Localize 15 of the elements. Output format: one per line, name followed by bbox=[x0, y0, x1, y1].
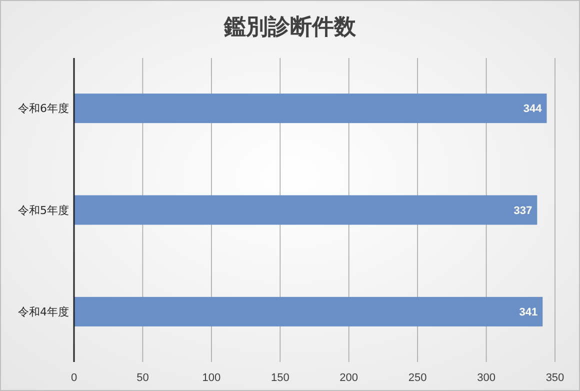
y-tick-label: 令和5年度 bbox=[18, 204, 69, 217]
x-tick-label: 150 bbox=[270, 372, 290, 384]
chart-title: 鑑別診断件数 bbox=[223, 15, 357, 40]
x-tick-label: 0 bbox=[70, 372, 78, 384]
x-tick-label: 250 bbox=[408, 372, 427, 384]
x-tick-label: 200 bbox=[340, 372, 358, 384]
x-tick-label: 350 bbox=[546, 372, 564, 384]
data-label: 344 bbox=[523, 103, 543, 116]
data-label: 341 bbox=[519, 306, 538, 319]
y-tick-label: 令和6年度 bbox=[18, 102, 69, 116]
x-tick-label: 300 bbox=[477, 372, 496, 384]
x-tick-label: 50 bbox=[136, 372, 149, 384]
data-label: 337 bbox=[514, 204, 532, 217]
y-tick-label: 令和4年度 bbox=[18, 306, 69, 319]
x-tick-label: 100 bbox=[202, 372, 221, 384]
